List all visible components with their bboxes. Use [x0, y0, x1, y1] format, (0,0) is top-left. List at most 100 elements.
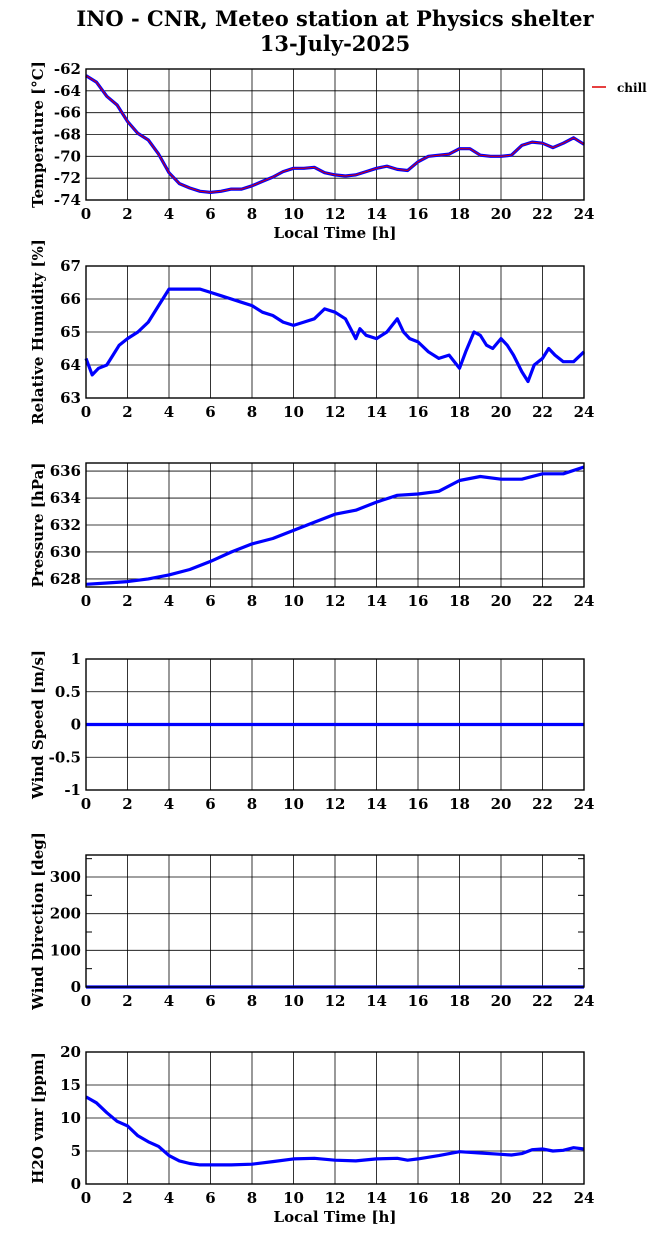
y-tick-label: 15 — [60, 1076, 81, 1094]
x-tick-label: 18 — [449, 403, 470, 421]
x-tick-label: 16 — [408, 1189, 429, 1207]
x-tick-label: 2 — [122, 1189, 132, 1207]
y-tick-label: 0.5 — [55, 683, 81, 701]
y-tick-label: -66 — [54, 104, 81, 122]
y-tick-label: 67 — [60, 257, 81, 275]
x-tick-label: 10 — [283, 403, 304, 421]
x-tick-label: 8 — [247, 592, 257, 610]
x-tick-label: 10 — [283, 1189, 304, 1207]
y-tick-label: 300 — [50, 868, 81, 886]
plot-frame — [85, 658, 585, 791]
x-tick-label: 24 — [574, 592, 595, 610]
chart-subtitle: 13-July-2025 — [260, 31, 411, 56]
x-tick-label: 18 — [449, 592, 470, 610]
y-tick-label: 66 — [60, 290, 81, 308]
x-tick-label: 4 — [164, 205, 174, 223]
plot-frame — [85, 68, 585, 201]
x-tick-label: 8 — [247, 1189, 257, 1207]
x-tick-label: 22 — [532, 992, 553, 1010]
x-tick-label: 16 — [408, 795, 429, 813]
chart-title: INO - CNR, Meteo station at Physics shel… — [76, 6, 594, 31]
x-tick-label: 6 — [205, 795, 215, 813]
y-tick-label: -72 — [54, 169, 81, 187]
x-tick-label: 24 — [574, 205, 595, 223]
y-tick-label: -1 — [64, 781, 81, 799]
x-tick-label: 10 — [283, 592, 304, 610]
x-tick-label: 12 — [325, 1189, 346, 1207]
humidity-panel: 0 2 4 6 8 10 12 14 16 18 20 22 246364656667Relative … — [29, 239, 594, 425]
x-tick-label: 12 — [325, 992, 346, 1010]
x-tick-label: 12 — [325, 403, 346, 421]
x-tick-label: 24 — [574, 795, 595, 813]
x-tick-label: 24 — [574, 403, 595, 421]
x-tick-label: 10 — [283, 205, 304, 223]
y-tick-label: 20 — [60, 1043, 81, 1061]
x-tick-label: 8 — [247, 205, 257, 223]
x-tick-label: 4 — [164, 592, 174, 610]
plot-frame — [85, 854, 585, 988]
x-tick-label: 12 — [325, 592, 346, 610]
plot-frame — [85, 462, 585, 588]
y-tick-label: 0 — [71, 716, 81, 734]
x-tick-label: 8 — [247, 795, 257, 813]
x-tick-label: 2 — [122, 403, 132, 421]
x-tick-label: 22 — [532, 1189, 553, 1207]
x-tick-label: 20 — [491, 205, 512, 223]
pressure-y-axis-label: Pressure [hPa] — [29, 463, 47, 588]
y-tick-label: 64 — [60, 356, 81, 374]
x-tick-label: 10 — [283, 992, 304, 1010]
x-tick-label: 8 — [247, 403, 257, 421]
x-tick-label: 24 — [574, 992, 595, 1010]
legend: chill — [592, 81, 647, 95]
x-tick-label: 2 — [122, 592, 132, 610]
x-tick-label: 14 — [366, 592, 387, 610]
y-tick-label: 630 — [50, 543, 81, 561]
y-tick-label: 63 — [60, 389, 81, 407]
y-tick-label: 0 — [71, 978, 81, 996]
x-tick-label: 0 — [81, 1189, 91, 1207]
x-tick-label: 14 — [366, 1189, 387, 1207]
x-tick-label: 24 — [574, 1189, 595, 1207]
x-tick-label: 22 — [532, 592, 553, 610]
y-tick-label: 65 — [60, 323, 81, 341]
y-tick-label: 100 — [50, 941, 81, 959]
y-tick-label: 628 — [50, 570, 81, 588]
x-tick-label: 14 — [366, 992, 387, 1010]
x-tick-label: 0 — [81, 992, 91, 1010]
y-tick-label: 5 — [71, 1142, 81, 1160]
plot-frame — [85, 1051, 585, 1185]
wind-direction-y-axis-label: Wind Direction [deg] — [29, 832, 47, 1011]
x-tick-label: 12 — [325, 795, 346, 813]
y-tick-label: 636 — [50, 462, 81, 480]
x-tick-label: 4 — [164, 992, 174, 1010]
x-tick-label: 16 — [408, 992, 429, 1010]
x-tick-label: 16 — [408, 403, 429, 421]
x-tick-label: 12 — [325, 205, 346, 223]
x-tick-label: 6 — [205, 403, 215, 421]
x-tick-label: 0 — [81, 592, 91, 610]
x-tick-label: 2 — [122, 205, 132, 223]
x-tick-label: 20 — [491, 992, 512, 1010]
y-tick-label: 0 — [71, 1175, 81, 1193]
x-tick-label: 4 — [164, 1189, 174, 1207]
y-tick-label: 632 — [50, 516, 81, 534]
x-tick-label: 20 — [491, 403, 512, 421]
x-tick-label: 22 — [532, 205, 553, 223]
x-tick-label: 18 — [449, 795, 470, 813]
temperature-panel: 0 2 4 6 8 10 12 14 16 18 20 22 24-74-72-70-68-66-64-… — [29, 60, 594, 242]
y-tick-label: 634 — [50, 489, 81, 507]
temperature-y-axis-label: Temperature [°C] — [29, 61, 47, 208]
x-tick-label: 8 — [247, 992, 257, 1010]
x-tick-label: 20 — [491, 1189, 512, 1207]
chill-series-line — [85, 75, 585, 193]
y-tick-label: 200 — [50, 905, 81, 923]
x-tick-label: 18 — [449, 1189, 470, 1207]
y-tick-label: -70 — [54, 147, 81, 165]
pressure-series-line — [85, 465, 585, 586]
x-tick-label: 6 — [205, 992, 215, 1010]
x-tick-label: 16 — [408, 205, 429, 223]
y-tick-label: -64 — [54, 82, 81, 100]
y-tick-label: -74 — [54, 191, 81, 209]
